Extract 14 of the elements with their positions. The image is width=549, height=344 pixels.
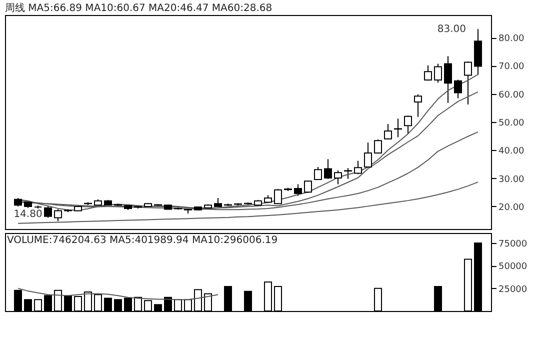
y-tick-label: 80.00 xyxy=(498,34,525,44)
y-tick-label: 30.00 xyxy=(498,174,525,185)
chart-title: 周线 MA5:66.89 MA10:60.67 MA20:46.47 MA60:28.68 xyxy=(5,2,272,14)
y-tick-label: 20.00 xyxy=(498,202,525,213)
y-tick-label: 50000 xyxy=(498,262,528,272)
y-tick-label: 50.00 xyxy=(498,118,525,128)
y-tick-label: 25000 xyxy=(498,284,528,295)
y-tick-label: 75000 xyxy=(498,239,528,250)
annotation: VOLUME:746204.63 MA5:401989.94 MA10:296006.19 xyxy=(7,235,278,246)
y-tick-label: 40.00 xyxy=(498,146,525,157)
y-tick-label: 70.00 xyxy=(498,62,525,72)
y-tick-label: 60.00 xyxy=(498,90,525,100)
annotation: 14.80 xyxy=(14,209,42,220)
annotation: 83.00 xyxy=(437,24,466,36)
